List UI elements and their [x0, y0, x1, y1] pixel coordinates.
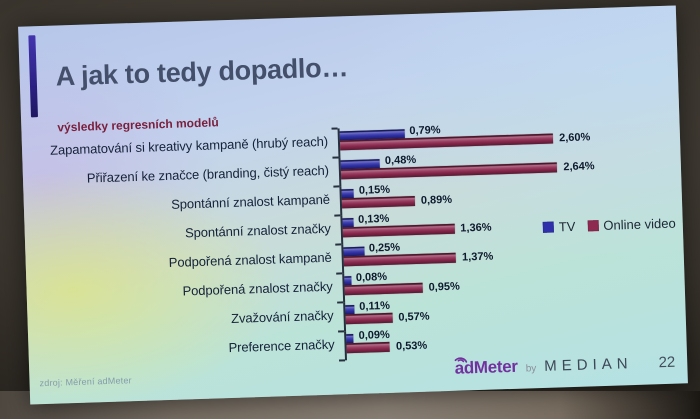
online-video-legend-label: Online video: [603, 215, 676, 233]
legend-item-tv: TV: [542, 218, 576, 235]
online-video-legend-swatch-icon: [587, 220, 599, 232]
tv-value-label: 0,15%: [358, 183, 391, 197]
online-video-value-label: 0,89%: [420, 193, 453, 207]
online-video-value-label: 0,95%: [428, 280, 460, 294]
tv-value-label: 0,09%: [358, 328, 390, 342]
logo-by-text: by: [525, 363, 537, 375]
legend-item-online-video: Online video: [587, 216, 676, 234]
tv-value-label: 0,25%: [368, 241, 401, 255]
online-video-value-label: 2,60%: [558, 131, 591, 145]
tv-value-label: 0,13%: [357, 212, 390, 226]
slide-subtitle: výsledky regresních modelů: [57, 115, 219, 135]
tv-legend-label: TV: [558, 218, 576, 235]
online-video-value-label: 0,57%: [398, 310, 430, 324]
page-number: 22: [658, 353, 676, 372]
tv-bar: [341, 188, 355, 199]
tv-legend-swatch-icon: [542, 221, 554, 233]
signal-waves-icon: [454, 357, 468, 363]
tv-value-label: 0,48%: [384, 153, 417, 167]
title-accent-bar: [28, 35, 38, 118]
tv-value-label: 0,11%: [359, 299, 391, 313]
bar-chart: Zapamatování si kreativy kampaně (hrubý …: [50, 118, 663, 369]
online-video-value-label: 2,64%: [563, 160, 595, 174]
online-video-bar: [341, 196, 416, 209]
online-video-value-label: 0,53%: [395, 339, 428, 353]
tv-bar: [346, 334, 354, 344]
footer: adMeter by MEDIAN 22: [454, 352, 675, 379]
tv-value-label: 0,08%: [355, 270, 388, 284]
tv-bar: [344, 276, 352, 286]
tv-bar: [342, 218, 354, 228]
online-video-bar: [345, 312, 393, 325]
tv-bar: [345, 305, 355, 315]
tv-value-label: 0,79%: [409, 124, 441, 138]
slide-title: A jak to tedy dopadlo…: [55, 52, 349, 92]
median-logo: MEDIAN: [544, 355, 633, 375]
online-video-bar: [344, 282, 423, 296]
admeter-logo: adMeter: [454, 357, 518, 379]
online-video-value-label: 1,37%: [461, 250, 494, 264]
source-note: zdroj: Měření adMeter: [39, 375, 132, 389]
online-video-value-label: 1,36%: [460, 221, 492, 235]
slide: A jak to tedy dopadlo… výsledky regresní…: [18, 5, 688, 405]
online-video-bar: [346, 341, 391, 354]
